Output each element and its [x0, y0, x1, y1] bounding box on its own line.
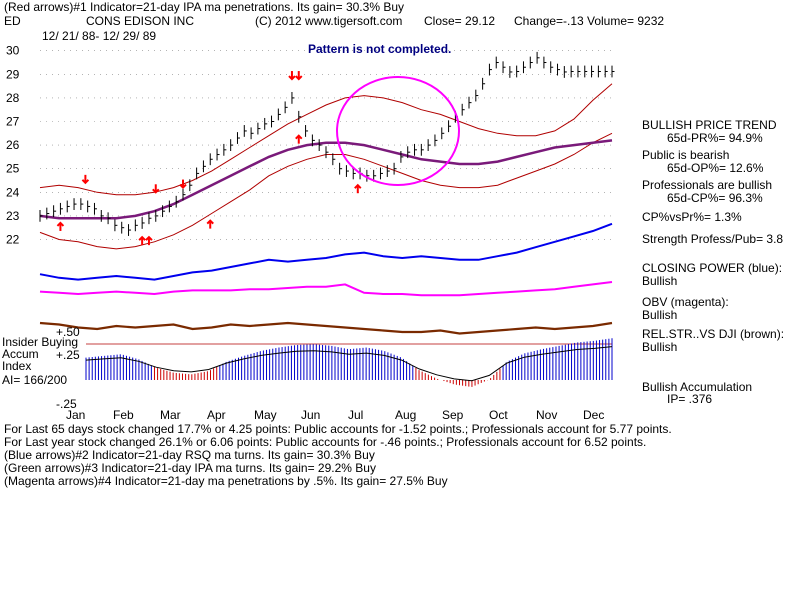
obv-value: Bullish [642, 308, 678, 322]
ip-value: IP= .376 [667, 392, 713, 406]
cp-65d: 65d-CP%= 96.3% [667, 191, 763, 205]
footer-line-2: For Last year stock changed 26.1% or 6.0… [4, 435, 647, 449]
signal-arrow-head [152, 188, 160, 194]
month-label: Dec [583, 408, 604, 422]
moving-average-line [39, 139, 613, 220]
accum-plus50: +.50 [56, 325, 80, 339]
signal-arrow-head [145, 235, 153, 241]
signal-arrow-head [56, 221, 65, 227]
bullish-accumulation: Bullish Accumulation [642, 380, 753, 394]
closing-power-value: Bullish [642, 274, 678, 288]
cp-vs-pr: CP%vsPr%= 1.3% [642, 210, 742, 224]
y-tick-label: 29 [6, 67, 20, 81]
accum-plus25: +.25 [56, 348, 80, 362]
ai-value: AI= 166/200 [2, 373, 68, 387]
relstr-value: Bullish [642, 340, 678, 354]
footer-line-3: (Blue arrows)#2 Indicator=21-day RSQ ma … [4, 448, 375, 462]
op-65d: 65d-OP%= 12.6% [667, 161, 764, 175]
month-label: Nov [536, 408, 557, 422]
month-label: Mar [160, 408, 181, 422]
y-tick-label: 28 [6, 91, 20, 105]
y-tick-label: 23 [6, 209, 20, 223]
change-value: Change=-.13 [514, 14, 584, 28]
month-label: Apr [207, 408, 226, 422]
relstr-line [39, 321, 613, 335]
obv-line [39, 281, 613, 297]
signal-arrow-head [288, 75, 296, 81]
signal-arrow-head [81, 179, 90, 185]
month-label: Sep [442, 408, 464, 422]
upper-band-line [39, 83, 613, 196]
month-label: Jun [301, 408, 320, 422]
index-label: Index [2, 359, 32, 373]
footer-line-5: (Magenta arrows)#4 Indicator=21-day ma p… [4, 474, 448, 488]
y-tick-label: 22 [6, 232, 20, 246]
accum-minus25: -.25 [56, 397, 77, 411]
copyright: (C) 2012 www.tigersoft.com [255, 14, 403, 28]
signal-arrow-head [295, 75, 303, 81]
indicator-line-1: (Red arrows)#1 Indicator=21-day IPA ma p… [4, 0, 404, 14]
month-label: Feb [113, 408, 134, 422]
signal-arrow-head [295, 134, 303, 140]
signal-arrow-head [179, 183, 187, 189]
accum-ma-line [85, 346, 613, 382]
y-tick-label: 26 [6, 138, 20, 152]
y-tick-label: 30 [6, 44, 20, 58]
volume-value: Volume= 9232 [587, 14, 665, 28]
closing-power-line [39, 222, 613, 281]
signal-arrow-head [354, 183, 362, 189]
month-label: May [254, 408, 277, 422]
pattern-circle [336, 76, 460, 186]
public-bearish: Public is bearish [642, 148, 730, 162]
month-label: Aug [395, 408, 416, 422]
y-tick-label: 27 [6, 115, 20, 129]
footer-line-1: For Last 65 days stock changed 17.7% or … [4, 422, 672, 436]
obv-label: OBV (magenta): [642, 295, 729, 309]
signal-arrow-head [206, 219, 214, 225]
month-label: Jan [66, 408, 85, 422]
pattern-note: Pattern is not completed. [308, 42, 452, 56]
signal-arrow-head [138, 235, 146, 241]
bullish-price-trend: BULLISH PRICE TREND [642, 118, 777, 132]
relstr-label: REL.STR..VS DJI (brown): [642, 327, 785, 341]
y-tick-label: 24 [6, 185, 20, 199]
closing-power-label: CLOSING POWER (blue): [642, 261, 783, 275]
company-name: CONS EDISON INC [86, 14, 195, 28]
strength-ratio: Strength Profess/Pub= 3.8 [642, 232, 784, 246]
insider-buying: Insider Buying [2, 335, 79, 349]
accum-label: Accum [2, 347, 39, 361]
y-tick-label: 25 [6, 162, 20, 176]
close-value: Close= 29.12 [424, 14, 496, 28]
ticker-symbol: ED [4, 14, 21, 28]
month-label: Oct [489, 408, 508, 422]
professionals-bullish: Professionals are bullish [642, 178, 773, 192]
footer-line-4: (Green arrows)#3 Indicator=21-day IPA ma… [4, 461, 376, 475]
month-label: Jul [348, 408, 363, 422]
date-range: 12/ 21/ 88- 12/ 29/ 89 [42, 29, 157, 43]
pr-65d: 65d-PR%= 94.9% [667, 131, 763, 145]
